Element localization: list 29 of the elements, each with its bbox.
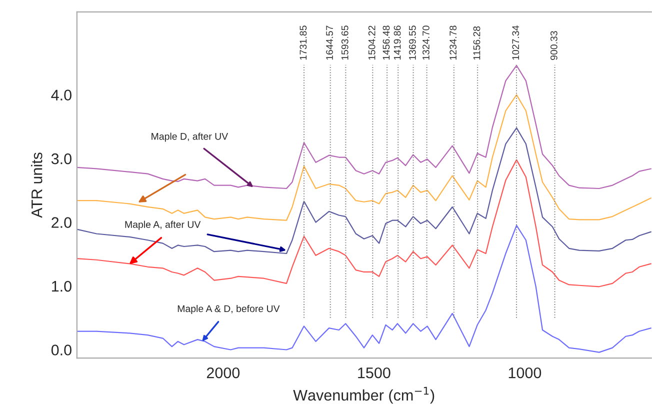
- line-series: [76, 127, 652, 254]
- ref-line-label: 1731.85: [300, 26, 307, 60]
- ref-line-label: 1504.22: [368, 26, 376, 60]
- ref-line-label: 1369.55: [409, 26, 416, 60]
- annotation: Maple A, after UV: [125, 220, 201, 230]
- y-tick-label: 1.0: [52, 280, 72, 292]
- ref-line-label: 1593.65: [341, 26, 348, 60]
- y-tick-label: 3.0: [51, 153, 72, 164]
- ref-line-label: 1156.28: [473, 26, 480, 60]
- x-tick-label: 1500: [358, 367, 390, 378]
- annotation: Maple A & D, before UV: [178, 304, 280, 314]
- x-tick-label: 1000: [508, 367, 542, 378]
- ref-line-label: 1234.78: [450, 26, 457, 60]
- y-tick-label: 2.0: [52, 217, 72, 228]
- y-tick-label: 4.0: [51, 90, 72, 100]
- annotation: Maple D, after UV: [152, 132, 228, 142]
- ref-line-label: 1456.48: [382, 26, 390, 60]
- ref-line-label: 1419.86: [394, 26, 401, 60]
- ref-line-label: 1027.34: [512, 26, 520, 60]
- x-axis-title: Wavenumber (cm$^{−1}$): [293, 386, 434, 404]
- x-tick-label: 2000: [206, 367, 240, 378]
- y-axis-title: ATR units: [31, 152, 42, 218]
- ref-line-label: 900.33: [550, 31, 558, 60]
- y-tick-label: 0.0: [51, 344, 72, 356]
- line-series: [76, 64, 652, 190]
- line-series: [76, 94, 652, 221]
- line-series: [76, 159, 652, 288]
- ref-line-label: 1644.57: [326, 26, 333, 60]
- ref-line-label: 1324.70: [422, 26, 430, 60]
